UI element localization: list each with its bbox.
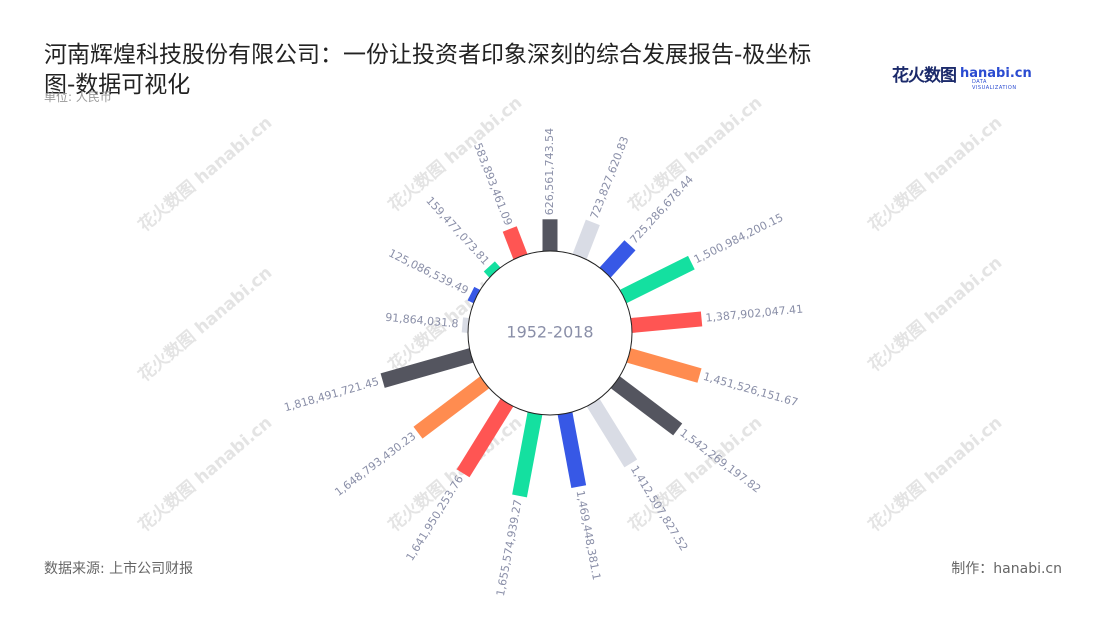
bar-value-label: 1,412,507,827.52 — [628, 463, 691, 553]
bars-group — [380, 219, 703, 498]
unit-label: 单位: 人民币 — [44, 90, 112, 104]
polar-bar — [626, 348, 702, 383]
bar-value-label: 1,648,793,430.23 — [332, 430, 418, 499]
bar-value-label: 1,500,984,200.15 — [692, 211, 785, 266]
polar-bar — [413, 376, 490, 439]
bar-value-label: 1,451,526,151.67 — [702, 370, 800, 409]
brand-en: hanabi.cn — [960, 65, 1032, 81]
bar-value-label: 723,827,620.83 — [588, 135, 632, 221]
brand-logo: 花火数图 hanabi.cn DATA VISUALIZATION — [892, 60, 1032, 92]
inner-circle — [467, 250, 633, 416]
polar-bar — [380, 348, 474, 388]
data-source: 数据来源: 上市公司财报 — [44, 561, 194, 577]
center-label: 1952-2018 — [506, 323, 593, 342]
page-title: 河南辉煌科技股份有限公司：一份让投资者印象深刻的综合发展报告-极坐标图-数据可视… — [44, 42, 812, 98]
polar-bar — [630, 311, 703, 333]
polar-bar — [467, 286, 480, 304]
bar-value-label: 91,864,031.8 — [385, 311, 459, 331]
bar-value-label: 1,542,269,197.82 — [677, 426, 763, 495]
polar-bar — [512, 412, 543, 498]
bar-value-label: 1,469,448,381.1 — [574, 489, 603, 581]
polar-bar — [572, 219, 600, 260]
polar-bar — [610, 376, 683, 436]
bar-value-label: 626,561,743.54 — [543, 128, 556, 215]
bar-value-label: 1,387,902,047.41 — [705, 303, 804, 325]
polar-bar — [586, 398, 638, 468]
brand-cn: 花火数图 — [892, 65, 957, 86]
bar-value-label: 1,818,491,721.45 — [283, 375, 381, 414]
brand-sub: DATA VISUALIZATION — [972, 79, 1017, 91]
polar-bar — [483, 261, 501, 278]
polar-bar — [461, 317, 470, 333]
bar-value-label: 125,086,539.49 — [386, 247, 470, 298]
polar-bar — [620, 255, 695, 304]
bar-value-label: 725,286,678.44 — [627, 173, 696, 246]
polar-bar — [542, 219, 558, 251]
bar-value-label: 159,477,073.81 — [423, 194, 492, 267]
bar-value-label: 1,655,574,939.27 — [494, 499, 525, 598]
bar-value-label: 583,893,461.09 — [471, 141, 515, 227]
polar-bar — [557, 412, 587, 489]
maker-credit: 制作：hanabi.cn — [951, 561, 1062, 577]
bar-value-label: 1,641,950,253.76 — [403, 473, 466, 563]
polar-bar — [599, 240, 636, 278]
polar-bar — [502, 226, 528, 260]
polar-bar — [456, 398, 514, 478]
